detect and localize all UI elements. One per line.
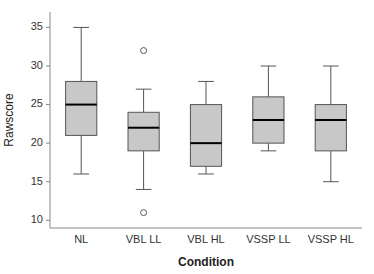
y-tick (46, 104, 50, 105)
whisker-low (330, 151, 331, 182)
whisker-high (206, 81, 207, 104)
y-tick (46, 143, 50, 144)
box (66, 81, 97, 135)
cap-low (73, 174, 89, 175)
x-axis-line (50, 228, 362, 229)
cap-low (136, 189, 152, 190)
x-tick-label: VSSP HL (308, 233, 354, 245)
median (315, 119, 346, 121)
whisker-low (81, 135, 82, 174)
y-axis-label: Rawscore (2, 93, 16, 147)
median (66, 104, 97, 106)
chart-container: 10 15 20 25 30 35 NL VBL LL VBL HL VSSP LL VSSP HL… (0, 0, 374, 274)
cap-high (136, 89, 152, 90)
y-tick-label: 25 (31, 97, 43, 109)
box (253, 97, 284, 143)
median (190, 142, 221, 144)
y-tick (46, 220, 50, 221)
whisker-high (143, 89, 144, 112)
flier (141, 210, 147, 216)
y-axis-line (50, 12, 51, 228)
cap-low (198, 174, 214, 175)
whisker-high (81, 27, 82, 81)
whisker-high (268, 66, 269, 97)
x-tick-label: VBL LL (126, 233, 162, 245)
median (253, 119, 284, 121)
cap-high (73, 27, 89, 28)
cap-high (261, 66, 277, 67)
whisker-low (143, 151, 144, 190)
y-tick-label: 15 (31, 175, 43, 187)
cap-low (323, 181, 339, 182)
box (315, 105, 346, 151)
y-tick-label: 10 (31, 213, 43, 225)
y-tick-label: 20 (31, 136, 43, 148)
whisker-low (206, 166, 207, 174)
x-tick-label: VSSP LL (246, 233, 290, 245)
y-tick (46, 66, 50, 67)
y-tick-label: 30 (31, 59, 43, 71)
cap-high (198, 81, 214, 82)
chart: 10 15 20 25 30 35 NL VBL LL VBL HL VSSP LL VSSP HL… (0, 0, 374, 274)
whisker-low (268, 143, 269, 151)
y-tick-label: 35 (31, 20, 43, 32)
median (128, 127, 159, 129)
box (190, 105, 221, 167)
x-axis-label: Condition (178, 255, 234, 269)
y-tick (46, 27, 50, 28)
whisker-high (330, 66, 331, 105)
y-tick (46, 181, 50, 182)
boxes (66, 27, 347, 215)
x-tick-label: NL (74, 233, 88, 245)
x-tick-label: VBL HL (187, 233, 225, 245)
box (128, 112, 159, 151)
cap-high (323, 66, 339, 67)
cap-low (261, 150, 277, 151)
flier (141, 48, 147, 54)
